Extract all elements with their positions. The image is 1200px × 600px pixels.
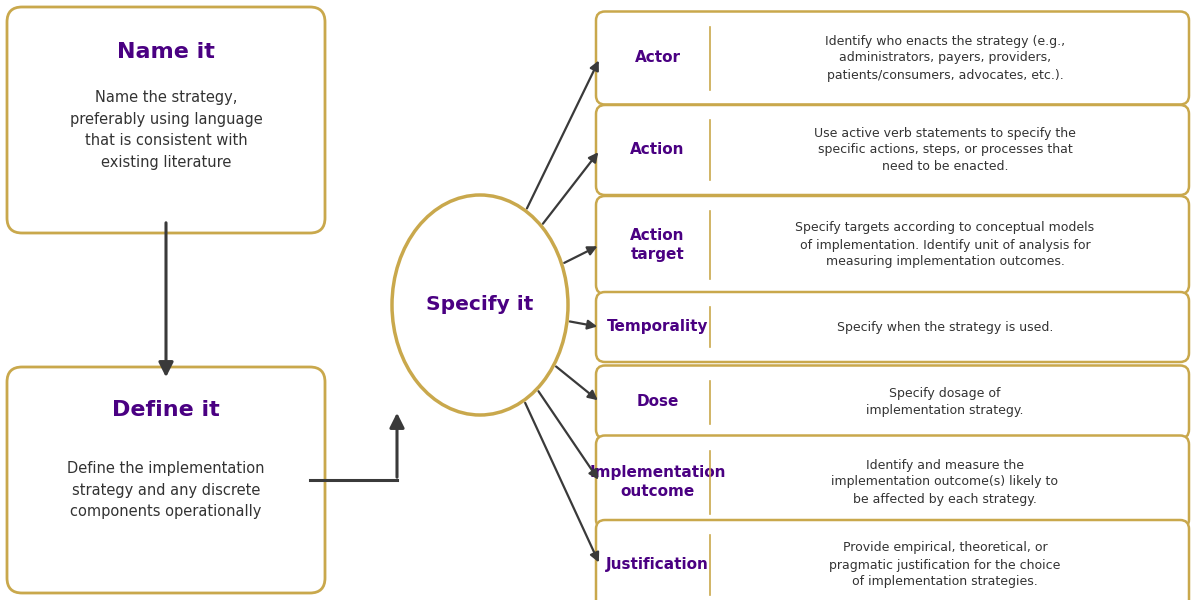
Text: Provide empirical, theoretical, or
pragmatic justification for the choice
of imp: Provide empirical, theoretical, or pragm… bbox=[829, 541, 1061, 589]
FancyBboxPatch shape bbox=[596, 436, 1189, 529]
Ellipse shape bbox=[392, 195, 568, 415]
Text: Specify targets according to conceptual models
of implementation. Identify unit : Specify targets according to conceptual … bbox=[796, 221, 1094, 269]
Text: Action
target: Action target bbox=[630, 229, 685, 262]
FancyBboxPatch shape bbox=[596, 196, 1189, 294]
Text: Identify who enacts the strategy (e.g.,
administrators, payers, providers,
patie: Identify who enacts the strategy (e.g., … bbox=[824, 34, 1066, 82]
FancyBboxPatch shape bbox=[7, 7, 325, 233]
Text: Implementation
outcome: Implementation outcome bbox=[589, 466, 726, 499]
Text: Specify when the strategy is used.: Specify when the strategy is used. bbox=[836, 320, 1054, 334]
Text: Define the implementation
strategy and any discrete
components operationally: Define the implementation strategy and a… bbox=[67, 461, 265, 519]
FancyBboxPatch shape bbox=[596, 11, 1189, 104]
Text: Specify dosage of
implementation strategy.: Specify dosage of implementation strateg… bbox=[866, 387, 1024, 417]
Text: Action: Action bbox=[630, 142, 685, 157]
FancyBboxPatch shape bbox=[7, 367, 325, 593]
Text: Name it: Name it bbox=[118, 42, 215, 62]
Text: Dose: Dose bbox=[636, 395, 679, 409]
Text: Temporality: Temporality bbox=[607, 319, 708, 335]
Text: Identify and measure the
implementation outcome(s) likely to
be affected by each: Identify and measure the implementation … bbox=[832, 458, 1058, 505]
FancyBboxPatch shape bbox=[596, 520, 1189, 600]
Text: Name the strategy,
preferably using language
that is consistent with
existing li: Name the strategy, preferably using lang… bbox=[70, 90, 263, 170]
Text: Justification: Justification bbox=[606, 557, 709, 572]
FancyBboxPatch shape bbox=[596, 365, 1189, 439]
Text: Specify it: Specify it bbox=[426, 295, 534, 314]
Text: Actor: Actor bbox=[635, 50, 680, 65]
FancyBboxPatch shape bbox=[596, 292, 1189, 362]
FancyBboxPatch shape bbox=[596, 105, 1189, 195]
Text: Define it: Define it bbox=[112, 400, 220, 420]
Text: Use active verb statements to specify the
specific actions, steps, or processes : Use active verb statements to specify th… bbox=[814, 127, 1076, 173]
